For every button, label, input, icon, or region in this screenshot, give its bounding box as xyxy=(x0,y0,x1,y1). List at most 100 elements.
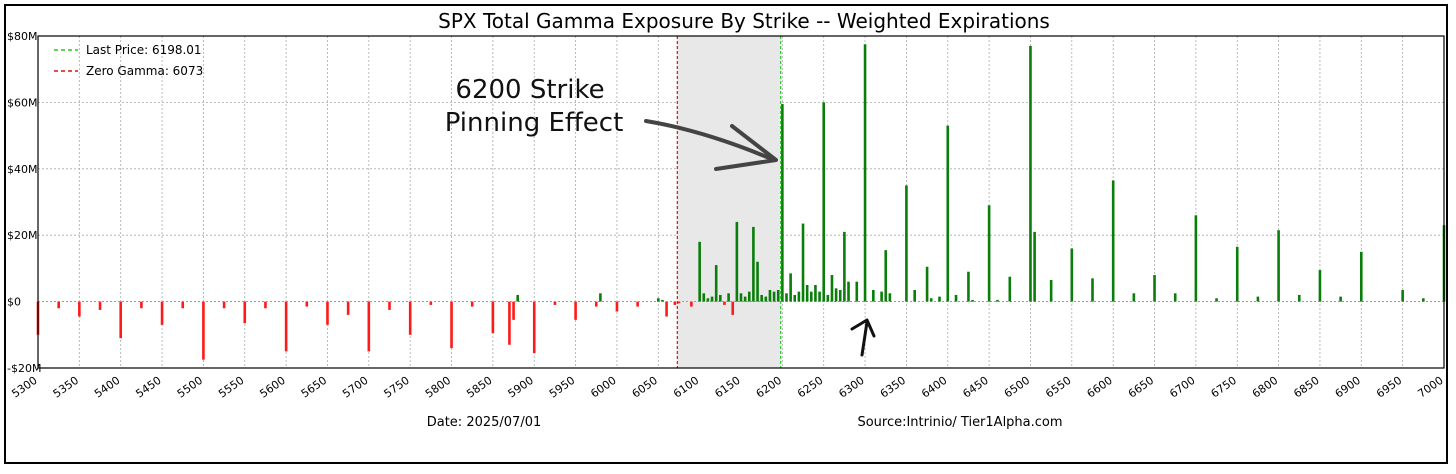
bar-strike-5450 xyxy=(160,301,164,325)
x-tick-label: 6100 xyxy=(671,374,701,401)
bar-strike-6975 xyxy=(1422,298,1425,302)
bar-strike-6575 xyxy=(1091,278,1094,302)
bar-strike-6000 xyxy=(615,301,619,312)
bar-strike-6090 xyxy=(690,301,693,307)
bar-strike-6950 xyxy=(1401,289,1404,302)
bar-strike-6425 xyxy=(967,271,970,302)
bar-strike-5675 xyxy=(346,301,350,315)
bar-strike-5625 xyxy=(305,301,309,307)
x-tick-label: 6450 xyxy=(960,374,990,401)
bar-strike-6120 xyxy=(714,265,718,302)
bar-strike-5750 xyxy=(408,301,412,335)
bar-strike-5425 xyxy=(140,301,143,309)
bar-strike-5825 xyxy=(470,301,474,307)
x-tick-label: 6750 xyxy=(1209,374,1239,401)
bar-strike-6330 xyxy=(888,293,892,302)
bar-strike-6675 xyxy=(1173,293,1177,302)
x-tick-label: 6800 xyxy=(1250,374,1280,401)
bar-strike-6300 xyxy=(863,44,867,302)
x-tick-label: 5700 xyxy=(340,374,370,401)
bars-layer xyxy=(36,44,1446,360)
y-tick-label: -$20M xyxy=(7,362,41,375)
y-tick-label: $20M xyxy=(7,229,38,242)
bar-strike-6185 xyxy=(768,289,772,302)
x-tick-label: 6600 xyxy=(1085,374,1115,401)
x-tick-label: 5300 xyxy=(9,374,39,401)
bar-strike-6245 xyxy=(818,291,821,302)
x-tick-label: 5500 xyxy=(175,374,205,401)
bar-strike-5375 xyxy=(98,301,102,310)
bar-strike-6225 xyxy=(801,223,805,302)
bar-strike-6625 xyxy=(1132,293,1136,302)
bar-strike-5800 xyxy=(450,301,453,349)
bar-strike-5850 xyxy=(491,301,495,334)
x-tick-label: 6950 xyxy=(1374,374,1404,401)
bar-strike-6105 xyxy=(702,293,706,302)
bar-strike-6170 xyxy=(756,261,759,302)
bar-strike-6270 xyxy=(838,289,842,302)
bar-strike-6255 xyxy=(826,294,830,302)
bar-strike-6650 xyxy=(1153,275,1156,302)
bar-strike-5725 xyxy=(388,301,391,310)
legend-zero-gamma-label: Zero Gamma: 6073 xyxy=(86,64,203,78)
bar-strike-5975 xyxy=(594,301,598,307)
x-tick-label: 6550 xyxy=(1043,374,1073,401)
bar-strike-6220 xyxy=(797,291,801,302)
bar-strike-6140 xyxy=(731,301,735,315)
x-tick-label: 5900 xyxy=(506,374,536,401)
shaded-range xyxy=(677,36,781,368)
bar-strike-5350 xyxy=(78,301,81,317)
bar-strike-6390 xyxy=(938,296,941,302)
bar-strike-5900 xyxy=(532,301,536,354)
x-tick-label: 5550 xyxy=(216,374,246,401)
bar-strike-6115 xyxy=(710,296,714,302)
footer-date: Date: 2025/07/01 xyxy=(427,415,542,430)
chart-frame: -$20M $0 $20M $40M $60M $80M 5300 5350 5400 5450… xyxy=(4,4,1448,464)
y-tick-label: $60M xyxy=(7,96,38,109)
bar-strike-6210 xyxy=(789,273,792,302)
bar-strike-6850 xyxy=(1318,270,1322,302)
bar-strike-5775 xyxy=(429,301,433,305)
bar-strike-6125 xyxy=(719,294,722,302)
bar-strike-6135 xyxy=(727,293,730,302)
bar-strike-5980 xyxy=(599,293,602,302)
annotation-arrow-shaft xyxy=(644,119,776,162)
x-tick-label: 6850 xyxy=(1291,374,1321,401)
bar-strike-6110 xyxy=(706,298,710,302)
x-tick-label: 5350 xyxy=(51,374,81,401)
bar-strike-6215 xyxy=(793,294,797,302)
annotation-line1: 6200 Strike xyxy=(455,75,604,105)
x-tick-label: 6300 xyxy=(836,374,866,401)
bar-strike-6900 xyxy=(1359,251,1363,302)
bar-strike-5525 xyxy=(222,301,226,309)
bar-strike-6430 xyxy=(971,299,974,302)
bar-strike-6205 xyxy=(785,293,788,302)
bar-strike-6075 xyxy=(677,301,681,304)
x-tick-label: 6050 xyxy=(630,374,660,401)
bar-strike-6175 xyxy=(760,294,763,302)
bar-strike-5550 xyxy=(243,301,247,324)
bar-strike-5500 xyxy=(202,301,205,360)
bar-strike-6725 xyxy=(1215,298,1218,302)
bar-strike-6150 xyxy=(739,293,743,302)
y-tick-label: $40M xyxy=(7,163,38,176)
bar-strike-5700 xyxy=(367,301,371,352)
annotation-arrow-head xyxy=(714,124,778,171)
x-tick-label: 7000 xyxy=(1415,374,1445,401)
bar-strike-6260 xyxy=(830,275,834,302)
bar-strike-6025 xyxy=(636,301,639,307)
bar-strike-6800 xyxy=(1277,230,1280,302)
x-tick-label: 6350 xyxy=(878,374,908,401)
bar-strike-6190 xyxy=(772,291,776,302)
bar-strike-6240 xyxy=(814,285,817,302)
bar-strike-6230 xyxy=(805,285,809,302)
bar-strike-6050 xyxy=(656,298,660,302)
bar-strike-6410 xyxy=(954,294,958,302)
bar-strike-5650 xyxy=(326,301,329,325)
bar-strike-6400 xyxy=(946,125,950,302)
bar-strike-5875 xyxy=(512,301,515,320)
legend: Last Price: 6198.01 Zero Gamma: 6073 xyxy=(54,43,203,78)
bar-strike-6825 xyxy=(1297,294,1301,302)
chart-title: SPX Total Gamma Exposure By Strike -- We… xyxy=(438,9,1050,33)
bar-strike-5475 xyxy=(181,301,185,309)
